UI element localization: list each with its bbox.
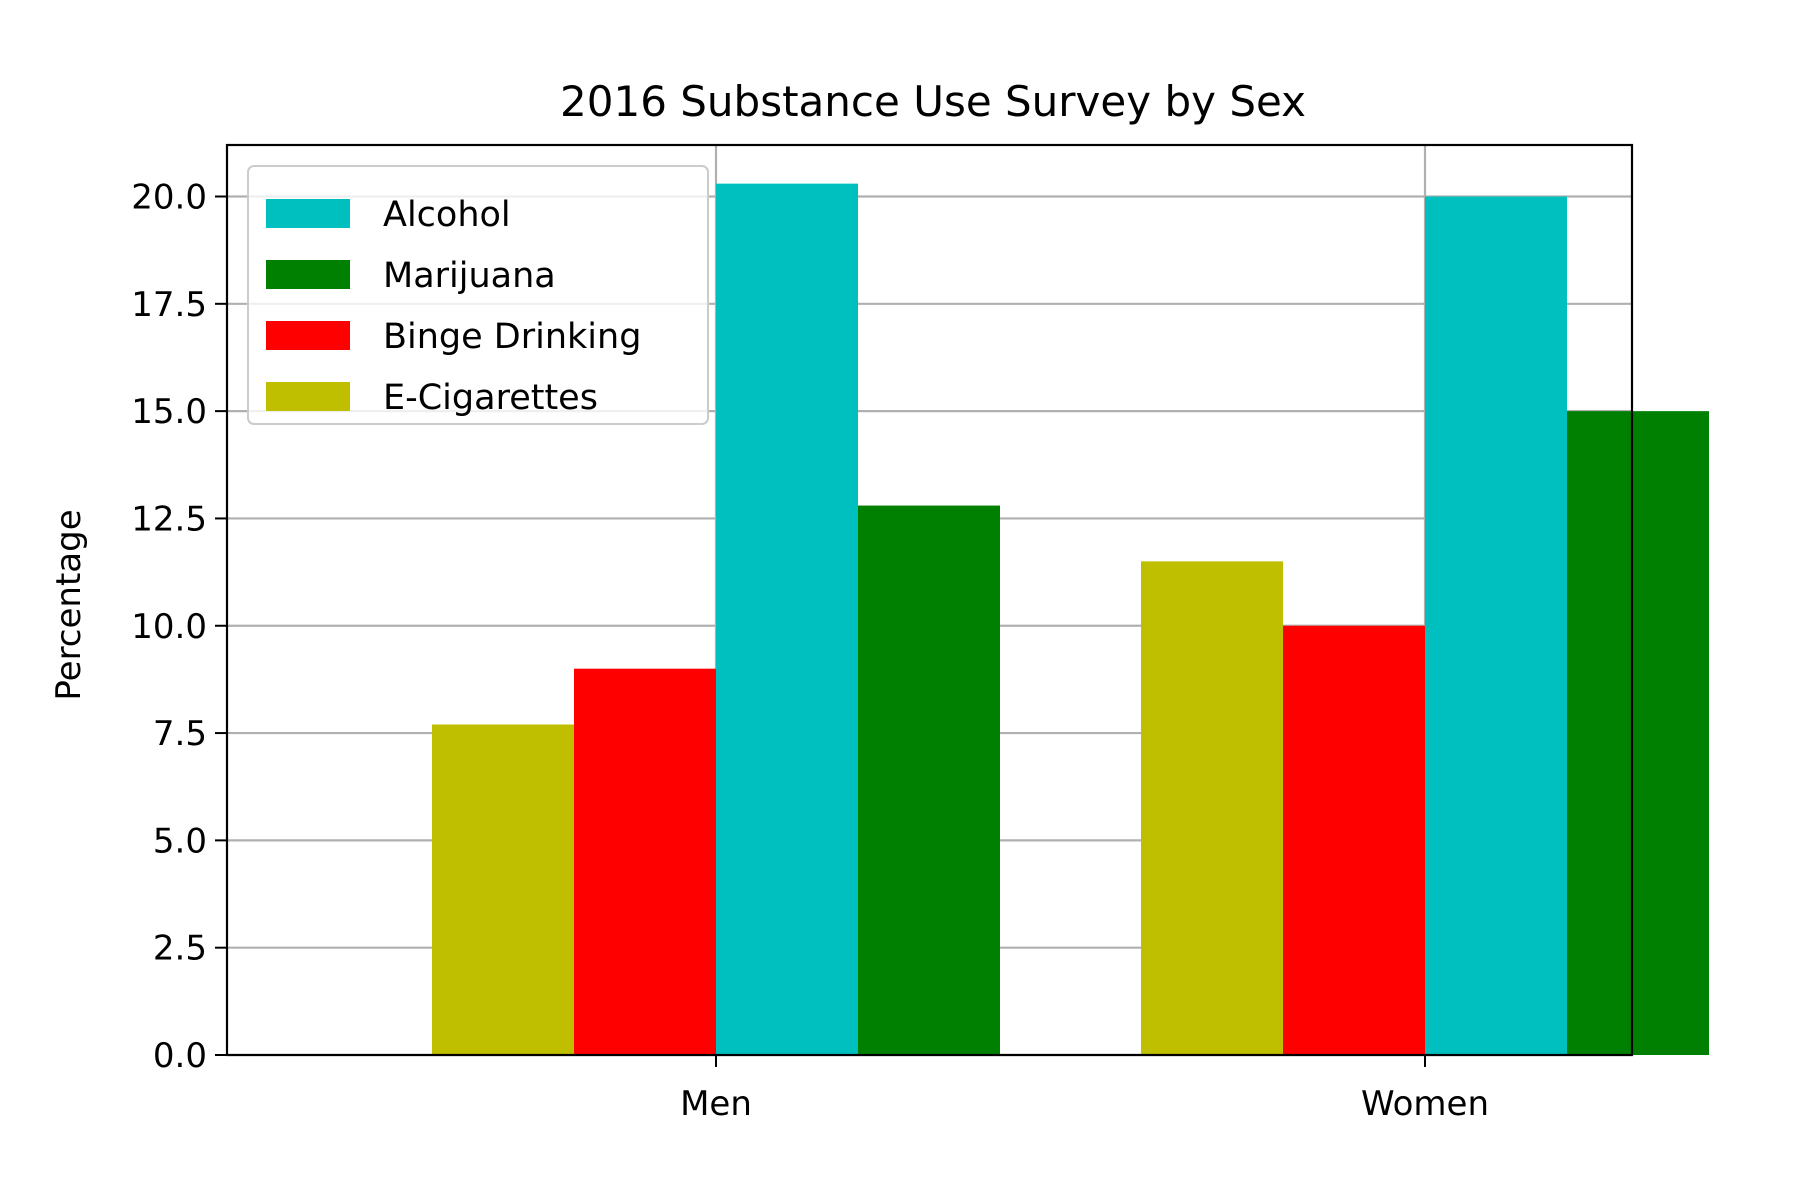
x-tick-label: Men xyxy=(680,1084,752,1124)
y-tick-label: 7.5 xyxy=(153,714,207,754)
y-tick-label: 2.5 xyxy=(153,929,207,969)
bar-e-cigarettes-men xyxy=(432,724,574,1055)
legend-label: Binge Drinking xyxy=(383,317,641,357)
bar-layer xyxy=(432,183,1709,1056)
legend: Alcohol Marijuana Binge Drinking E-Cigarett… xyxy=(247,165,709,425)
y-tick-label: 20.0 xyxy=(131,178,207,218)
bar-alcohol-women xyxy=(1425,196,1567,1056)
bar-marijuana-women xyxy=(1567,411,1709,1055)
legend-swatch xyxy=(266,260,350,289)
legend-swatch xyxy=(266,199,350,228)
y-tick-label: 0.0 xyxy=(153,1036,207,1076)
plot-frame xyxy=(225,143,1634,1057)
x-tick-label: Women xyxy=(1361,1084,1489,1124)
y-tick-label: 5.0 xyxy=(153,821,207,861)
bar-binge-drinking-women xyxy=(1283,625,1425,1055)
legend-label: Marijuana xyxy=(383,256,556,296)
bar-marijuana-men xyxy=(858,505,1000,1055)
legend-label: E-Cigarettes xyxy=(383,378,598,418)
legend-swatch xyxy=(266,321,350,350)
legend-label: Alcohol xyxy=(383,195,511,235)
legend-box xyxy=(247,165,709,425)
y-tick-label: 15.0 xyxy=(131,392,207,432)
axis-layer: 0.0 2.5 5.0 7.5 10.0 12.5 15.0 17.5 20.0 Men Women xyxy=(131,178,1489,1124)
y-tick-label: 12.5 xyxy=(131,499,207,539)
y-tick-label: 17.5 xyxy=(131,285,207,325)
legend-swatch xyxy=(266,382,350,411)
y-tick-label: 10.0 xyxy=(131,607,207,647)
bar-alcohol-men xyxy=(716,183,858,1055)
bar-e-cigarettes-women xyxy=(1141,561,1283,1055)
chart-title: 2016 Substance Use Survey by Sex xyxy=(560,77,1306,126)
bar-binge-drinking-men xyxy=(574,668,716,1055)
y-axis-label: Percentage xyxy=(49,509,89,700)
